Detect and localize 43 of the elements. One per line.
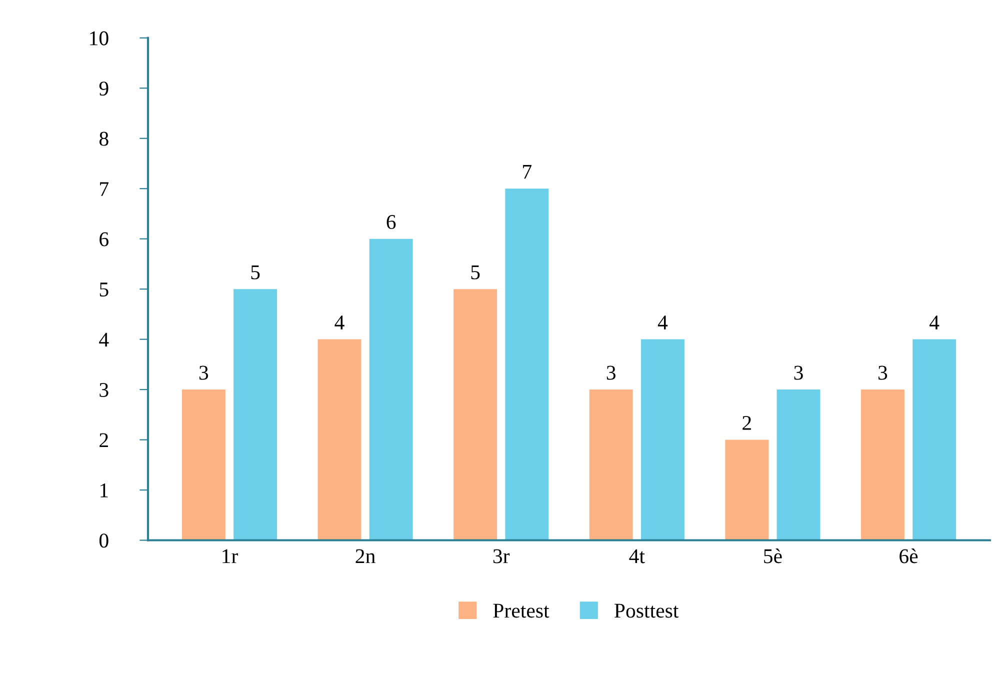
data-label: 2	[742, 416, 751, 430]
y-tick-label: 3	[100, 382, 108, 397]
x-tick-label: 5è	[764, 548, 782, 564]
x-tick-label: 1r	[222, 549, 238, 564]
x-tick-label: 3r	[493, 549, 510, 564]
bar	[860, 390, 904, 540]
y-tick-label: 6	[100, 232, 108, 246]
bar	[318, 339, 362, 540]
data-label: 5	[471, 265, 480, 280]
data-label: 3	[794, 366, 803, 380]
bar	[454, 289, 498, 540]
bar	[912, 339, 956, 540]
y-tick-label: 8	[99, 132, 108, 146]
y-tick-label: 1	[100, 483, 108, 498]
data-label: 3	[878, 366, 888, 380]
bar	[234, 289, 278, 540]
data-label: 3	[606, 366, 616, 380]
bar	[505, 188, 549, 540]
bar	[369, 238, 413, 540]
data-label: 3	[199, 366, 208, 380]
legend-label: Posttest	[614, 604, 679, 618]
y-tick-label: 10	[90, 31, 108, 46]
y-tick-label: 4	[99, 332, 109, 347]
y-tick-label: 0	[99, 534, 108, 548]
data-label: 5	[251, 265, 260, 280]
legend-label: Pretest	[493, 604, 550, 618]
data-label: 4	[658, 316, 668, 330]
x-tick-label: 4t	[629, 549, 645, 564]
data-label: 6	[386, 215, 396, 230]
y-tick-label: 5	[100, 282, 108, 297]
x-tick-label: 6è	[900, 548, 918, 564]
bar	[725, 440, 769, 540]
y-tick-label: 7	[100, 182, 109, 196]
y-tick-label: 2	[100, 433, 108, 448]
bar	[182, 390, 226, 540]
bar	[776, 390, 820, 540]
bar	[640, 339, 684, 540]
data-label: 4	[334, 316, 344, 330]
bar	[589, 390, 633, 540]
data-label: 4	[930, 316, 940, 330]
y-tick-label: 9	[99, 82, 108, 96]
data-label: 7	[523, 164, 532, 179]
x-tick-label: 2n	[356, 549, 376, 564]
